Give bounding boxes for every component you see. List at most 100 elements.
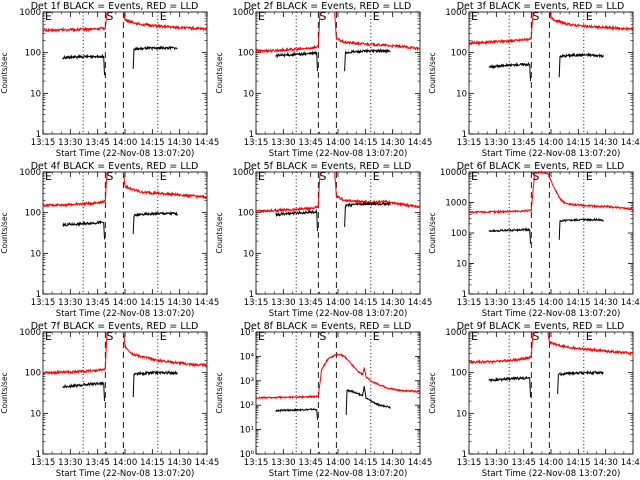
detector-panel-7: Det 7f BLACK = Events, RED = LLD 1 10 100 10… xyxy=(0,320,219,480)
marker-e-right: E xyxy=(160,330,167,343)
x-tick-label: 14:15 xyxy=(353,298,378,308)
series-events-segment xyxy=(62,381,104,390)
x-tick-label: 13:15 xyxy=(244,138,269,148)
series-events-segment xyxy=(62,53,104,60)
x-tick-label: 13:30 xyxy=(58,138,83,148)
y-tick-label: 10000 xyxy=(440,168,467,178)
x-axis-label: Start Time (22-Nov-08 13:07:20) xyxy=(269,309,408,319)
y-tick-label: 1 xyxy=(36,130,41,140)
plot-frame xyxy=(42,331,208,455)
detector-panel-4: Det 4f BLACK = Events, RED = LLD 1 10 100 10… xyxy=(0,160,219,320)
x-axis-label: Start Time (22-Nov-08 13:07:20) xyxy=(56,149,195,159)
detector-panel-2: Det 2f BLACK = Events, RED = LLD 1 10 100 10… xyxy=(213,0,432,160)
y-tick-label: 10 xyxy=(30,409,41,419)
x-tick-label: 14:00 xyxy=(113,138,138,148)
x-axis-label: Start Time (22-Nov-08 13:07:20) xyxy=(482,469,621,479)
x-tick-label: 13:30 xyxy=(58,458,83,468)
x-tick-label: 14:45 xyxy=(621,458,640,468)
x-tick-label: 14:30 xyxy=(380,138,405,148)
y-tick-label: 1 xyxy=(249,130,254,140)
marker-e-right: E xyxy=(586,330,593,343)
series-events-segment xyxy=(316,52,318,72)
series-events-segment xyxy=(103,383,105,402)
series-lld-segment xyxy=(255,205,319,214)
marker-s: S xyxy=(106,170,113,183)
y-tick-label: 100 xyxy=(451,369,467,379)
chart-title: Det 8f BLACK = Events, RED = LLD xyxy=(244,321,412,332)
y-tick-label: 100 xyxy=(451,229,467,239)
y-tick-label: 1000 xyxy=(232,8,254,18)
chart-svg: Det 7f BLACK = Events, RED = LLD 1 10 100 10… xyxy=(0,321,219,479)
chart-svg: Det 9f BLACK = Events, RED = LLD 1 10 100 10… xyxy=(428,321,640,479)
series-events-segment xyxy=(275,407,317,413)
series-events-segment xyxy=(316,409,318,420)
chart-svg: Det 5f BLACK = Events, RED = LLD 1 10 100 10… xyxy=(215,161,432,319)
plot-frame xyxy=(468,171,634,295)
x-tick-label: 13:15 xyxy=(31,458,56,468)
chart-svg: Det 8f BLACK = Events, RED = LLD 10⁰ 10¹ 10… xyxy=(215,321,432,479)
series-lld-segment xyxy=(530,170,548,211)
x-tick-label: 13:15 xyxy=(457,458,482,468)
y-axis-label: Counts/sec xyxy=(215,372,224,413)
y-tick-label: 1 xyxy=(249,290,254,300)
series-lld-segment xyxy=(104,331,108,370)
x-tick-label: 14:00 xyxy=(113,458,138,468)
y-tick-label: 100 xyxy=(238,49,254,59)
x-tick-label: 14:15 xyxy=(140,458,165,468)
chart-title: Det 9f BLACK = Events, RED = LLD xyxy=(457,321,625,332)
y-tick-label: 10 xyxy=(243,249,254,259)
x-tick-label: 14:45 xyxy=(621,138,640,148)
x-tick-label: 14:00 xyxy=(539,138,564,148)
plot-frame xyxy=(255,331,421,455)
chart-title: Det 7f BLACK = Events, RED = LLD xyxy=(31,321,199,332)
x-tick-label: 13:45 xyxy=(85,298,110,308)
chart-title: Det 1f BLACK = Events, RED = LLD xyxy=(31,1,199,12)
series-lld-segment xyxy=(122,331,208,368)
marker-e-right: E xyxy=(586,170,593,183)
chart-title: Det 3f BLACK = Events, RED = LLD xyxy=(457,1,625,12)
series-events-segment xyxy=(344,201,391,227)
x-tick-label: 13:30 xyxy=(271,138,296,148)
chart-svg: Det 1f BLACK = Events, RED = LLD 1 10 100 10… xyxy=(0,1,219,159)
series-lld-segment xyxy=(104,11,108,29)
detector-panel-8: Det 8f BLACK = Events, RED = LLD 10⁰ 10¹ 10… xyxy=(213,320,432,480)
series-lld-segment xyxy=(547,173,634,211)
x-tick-label: 14:30 xyxy=(167,458,192,468)
marker-s: S xyxy=(106,10,113,23)
x-tick-label: 14:15 xyxy=(140,298,165,308)
x-tick-label: 14:15 xyxy=(353,138,378,148)
series-lld-segment xyxy=(468,37,532,47)
chart-svg: Det 6f BLACK = Events, RED = LLD 1 10 100 10… xyxy=(428,161,640,319)
y-axis-label: Counts/sec xyxy=(215,212,224,253)
series-events-segment xyxy=(557,369,604,394)
y-tick-label: 1 xyxy=(462,450,467,460)
x-tick-label: 13:30 xyxy=(58,298,83,308)
series-events-segment xyxy=(132,210,178,234)
detector-panel-5: Det 5f BLACK = Events, RED = LLD 1 10 100 10… xyxy=(213,160,432,320)
series-events-segment xyxy=(488,375,530,383)
series-lld-segment xyxy=(42,198,106,208)
series-events-segment xyxy=(316,211,318,232)
y-tick-label: 100 xyxy=(25,49,41,59)
series-lld-segment xyxy=(549,11,634,32)
y-tick-label: 10 xyxy=(456,260,467,270)
series-events-segment xyxy=(488,61,530,69)
x-axis-label: Start Time (22-Nov-08 13:07:20) xyxy=(269,149,408,159)
series-lld-segment xyxy=(122,11,208,32)
x-tick-label: 14:45 xyxy=(195,298,220,308)
marker-s: S xyxy=(532,10,539,23)
series-events-segment xyxy=(529,64,531,82)
y-tick-label: 10 xyxy=(456,409,467,419)
plot-frame xyxy=(42,171,208,295)
y-axis-label: Counts/sec xyxy=(0,372,9,413)
plot-frame xyxy=(255,171,421,295)
x-tick-label: 14:15 xyxy=(566,298,591,308)
y-axis-label: Counts/sec xyxy=(428,212,437,253)
x-axis-label: Start Time (22-Nov-08 13:07:20) xyxy=(482,309,621,319)
x-tick-label: 13:15 xyxy=(244,298,269,308)
series-lld-segment xyxy=(42,26,106,34)
x-tick-label: 14:30 xyxy=(167,298,192,308)
marker-e-left: E xyxy=(471,330,478,343)
y-tick-label: 1000 xyxy=(19,328,41,338)
y-axis-label: Counts/sec xyxy=(0,52,9,93)
